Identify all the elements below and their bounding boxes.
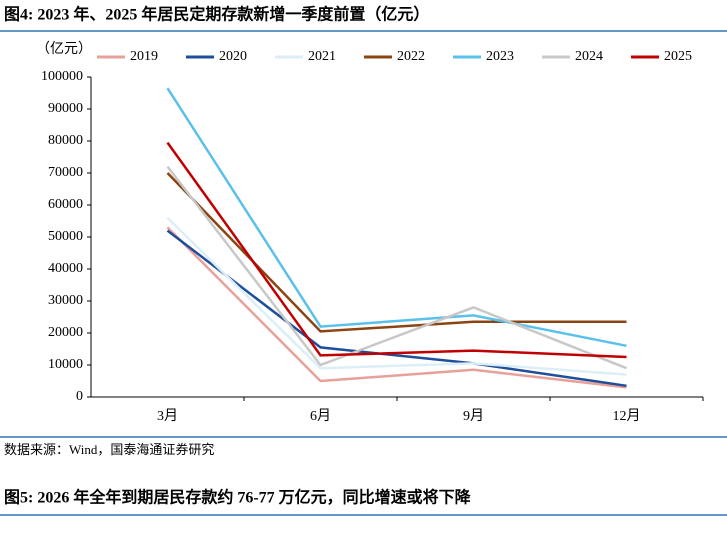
y-tick-label: 50000 [48,229,83,244]
series-line [166,165,627,370]
y-tick-label: 10000 [48,357,83,372]
legend-label: 2023 [486,49,514,64]
legend-label: 2022 [397,49,425,64]
legend-label: 2021 [308,49,336,64]
x-tick-label: 9月 [463,408,484,424]
x-tick-label: 3月 [157,408,178,424]
legend-label: 2020 [219,49,247,64]
chart-title: 图4: 2023 年、2025 年居民定期存款新增一季度前置（亿元） [4,5,429,24]
y-tick-label: 100000 [41,69,83,84]
y-tick-label: 20000 [48,325,83,340]
series-line [166,216,627,376]
x-tick-label: 12月 [613,408,641,424]
y-tick-label: 60000 [48,197,83,212]
legend-label: 2019 [130,49,158,64]
series-line [166,229,627,388]
y-tick-label: 80000 [48,133,83,148]
series-line [166,141,627,359]
y-tick-label: 0 [76,389,83,404]
series-line [166,172,627,333]
series-line [166,226,627,389]
legend-label: 2024 [575,49,603,64]
y-tick-label: 70000 [48,165,83,180]
y-tick-label: 40000 [48,261,83,276]
legend-label: 2025 [664,49,692,64]
y-tick-label: 90000 [48,101,83,116]
y-tick-label: 30000 [48,293,83,308]
y-unit: （亿元） [36,41,92,57]
source: 数据来源：Wind，国泰海通证券研究 [4,442,214,457]
next-title: 图5: 2026 年全年到期居民存款约 76-77 万亿元，同比增速或将下降 [4,488,472,507]
x-tick-label: 6月 [310,408,331,424]
series-line [166,87,627,348]
